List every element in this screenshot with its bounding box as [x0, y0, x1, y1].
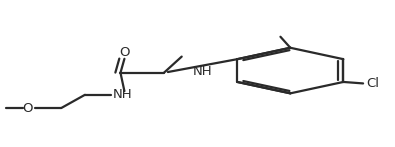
Text: NH: NH — [113, 88, 132, 101]
Text: NH: NH — [193, 65, 213, 78]
Text: O: O — [119, 46, 130, 59]
Text: Cl: Cl — [366, 77, 379, 90]
Text: O: O — [23, 102, 33, 115]
